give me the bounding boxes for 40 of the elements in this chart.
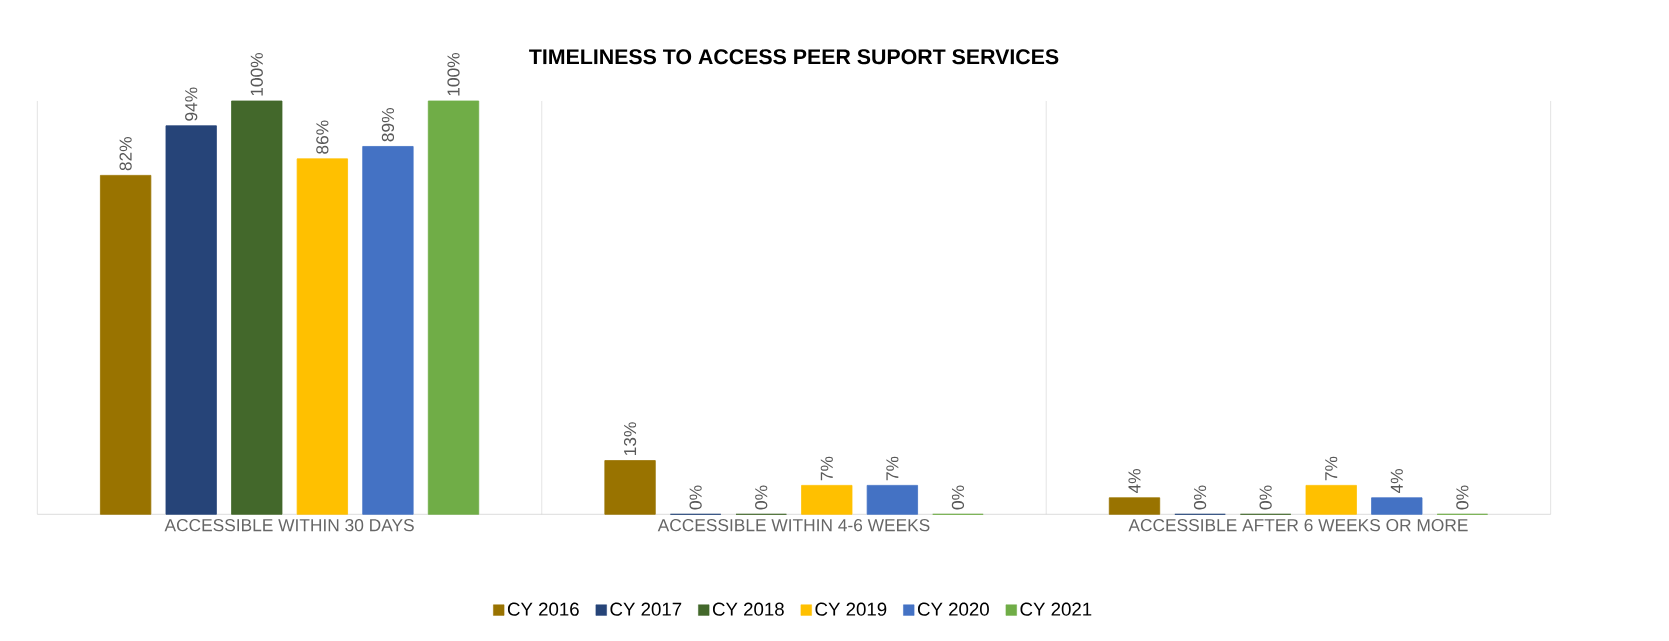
data-label: 4% xyxy=(1390,469,1403,494)
data-label: 4% xyxy=(1128,469,1141,494)
bar xyxy=(1305,484,1357,515)
bar xyxy=(801,484,853,515)
legend-label: CY 2018 xyxy=(712,602,784,616)
data-label: 0% xyxy=(1259,485,1272,510)
bar xyxy=(165,125,217,515)
data-label: 0% xyxy=(689,485,702,510)
data-label: 89% xyxy=(381,108,395,142)
legend-label: CY 2021 xyxy=(1020,602,1092,616)
bar xyxy=(604,460,656,515)
data-label: 7% xyxy=(886,456,899,481)
legend-label: CY 2017 xyxy=(610,602,682,616)
bar xyxy=(231,100,283,515)
bar xyxy=(866,484,918,515)
data-label: 0% xyxy=(755,485,768,510)
bar xyxy=(427,100,480,515)
x-tick-label: ACCESSIBLE AFTER 6 WEEKS OR MORE xyxy=(1128,519,1468,532)
data-label: 0% xyxy=(1193,485,1207,510)
bar xyxy=(1371,497,1423,515)
bar xyxy=(100,174,152,515)
x-tick-label: ACCESSIBLE WITHIN 30 DAYS xyxy=(164,519,414,532)
legend-label: CY 2020 xyxy=(917,602,989,616)
legend-label: CY 2016 xyxy=(507,602,579,616)
data-label: 86% xyxy=(316,120,329,154)
data-label: 13% xyxy=(623,422,637,455)
bar xyxy=(1108,497,1161,515)
data-label: 100% xyxy=(250,53,263,96)
data-label: 7% xyxy=(820,456,833,481)
data-label: 94% xyxy=(185,87,198,121)
data-label: 7% xyxy=(1325,456,1338,481)
x-tick-label: ACCESSIBLE WITHIN 4-6 WEEKS xyxy=(657,519,930,532)
bar xyxy=(362,146,414,515)
data-label: 0% xyxy=(951,485,965,510)
bar xyxy=(296,158,348,515)
data-label: 82% xyxy=(119,137,132,171)
chart-title: TIMELINESS TO ACCESS PEER SUPORT SERVICES xyxy=(529,49,1059,65)
legend-label: CY 2019 xyxy=(815,602,887,616)
data-label: 100% xyxy=(447,53,460,96)
data-label: 0% xyxy=(1456,485,1469,510)
